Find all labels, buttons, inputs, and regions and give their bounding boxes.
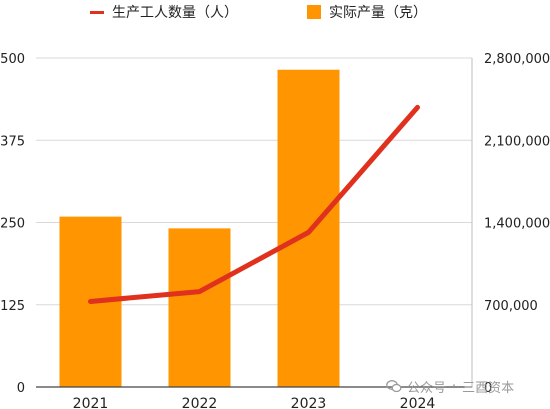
series-line — [88, 104, 420, 304]
right-axis-tick-label: 2,800,000 — [484, 52, 550, 67]
watermark-account-name: 三酉资本 — [462, 380, 515, 396]
legend-line-swatch — [90, 10, 104, 14]
legend-bar-swatch — [307, 5, 321, 19]
legend-item-output: 实际产量（克） — [307, 3, 427, 21]
x-axis-tick-label: 2023 — [291, 396, 327, 409]
right-axis-tick-label: 700,000 — [484, 299, 538, 314]
x-axis-tick-label: 2021 — [73, 396, 109, 409]
legend-item-workers: 生产工人数量（人） — [90, 3, 238, 21]
bar — [277, 69, 340, 387]
right-axis-tick-label: 0 — [484, 381, 492, 396]
right-axis-tick-label: 2,100,000 — [484, 134, 550, 149]
watermark-separator: · — [452, 378, 457, 394]
legend-label-workers: 生产工人数量（人） — [112, 5, 238, 21]
chart-legend: 生产工人数量（人） 实际产量（克） — [0, 0, 550, 26]
left-axis-tick-label: 250 — [0, 217, 25, 232]
wechat-icon — [386, 380, 402, 393]
left-axis-tick-label: 125 — [0, 299, 25, 314]
left-axis-tick-label: 375 — [0, 134, 25, 149]
left-axis-tick-label: 0 — [17, 381, 25, 396]
x-axis-tick-label: 2024 — [400, 396, 436, 409]
x-axis-tick-label: 2022 — [182, 396, 218, 409]
watermark: 公众号 · 三酉资本 — [386, 376, 514, 396]
watermark-account-label: 公众号 — [407, 380, 447, 396]
bar — [168, 228, 231, 387]
right-axis-tick-label: 1,400,000 — [484, 217, 550, 232]
legend-label-output: 实际产量（克） — [329, 5, 427, 21]
left-axis-tick-label: 500 — [0, 52, 25, 67]
